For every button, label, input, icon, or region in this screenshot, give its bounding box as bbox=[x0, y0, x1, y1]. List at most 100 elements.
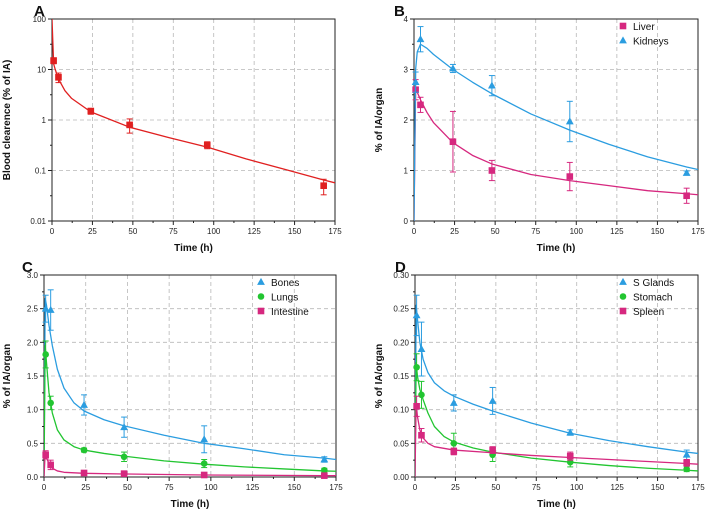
legend-label: Liver bbox=[633, 22, 655, 33]
gridlines bbox=[52, 19, 335, 221]
legend: Bones Lungs Intestine bbox=[257, 277, 309, 318]
x-axis-title: Time (h) bbox=[174, 243, 213, 254]
legend-label: Stomach bbox=[633, 293, 672, 304]
data-point bbox=[450, 448, 458, 455]
data-point bbox=[566, 428, 575, 436]
data-point bbox=[566, 452, 574, 460]
data-point bbox=[418, 391, 425, 399]
legend-marker bbox=[257, 277, 265, 285]
x-tick-label: 175 bbox=[328, 227, 342, 236]
y-tick-label: 0.30 bbox=[393, 271, 409, 280]
x-tick-label: 100 bbox=[570, 483, 584, 492]
y-tick-label: 1 bbox=[42, 116, 47, 125]
x-tick-label: 125 bbox=[610, 483, 624, 492]
x-tick-label: 0 bbox=[412, 227, 417, 236]
y-tick-label: 2.5 bbox=[27, 305, 39, 314]
legend-marker bbox=[619, 307, 627, 315]
data-point bbox=[683, 465, 690, 473]
y-tick-label: 0 bbox=[404, 217, 409, 226]
data-point bbox=[488, 396, 497, 404]
fit-line bbox=[415, 361, 698, 477]
data-point bbox=[413, 363, 420, 371]
legend-marker bbox=[619, 277, 627, 285]
x-tick-label: 50 bbox=[128, 227, 137, 236]
data-point bbox=[200, 471, 208, 479]
legend: Liver Kidneys bbox=[619, 22, 669, 48]
y-tick-label: 1 bbox=[404, 167, 409, 176]
legend-marker bbox=[619, 36, 627, 44]
series-bones bbox=[41, 289, 336, 477]
y-tick-label: 1.0 bbox=[27, 406, 39, 415]
legend-label: Bones bbox=[271, 278, 299, 289]
data-point bbox=[126, 121, 133, 129]
y-tick-label: 0.0 bbox=[27, 473, 39, 482]
data-point bbox=[120, 453, 128, 461]
data-point bbox=[413, 403, 420, 410]
fit-line bbox=[44, 345, 336, 477]
data-point bbox=[200, 435, 209, 443]
series-blood bbox=[50, 19, 335, 196]
data-point bbox=[47, 399, 54, 407]
panel-c: 0 25 50 75 100 125 150 175 0.0 0.5 1.0 1.5 2.0 2.5 3.0… bbox=[2, 259, 343, 510]
data-point bbox=[682, 450, 691, 458]
data-point bbox=[411, 78, 420, 86]
y-tick-label: 3.0 bbox=[27, 271, 39, 280]
x-tick-label: 125 bbox=[246, 483, 260, 492]
fit-line bbox=[415, 304, 698, 477]
x-tick-label: 100 bbox=[207, 227, 221, 236]
y-tick-label: 0.00 bbox=[393, 473, 409, 482]
data-point bbox=[416, 35, 425, 43]
y-tick-label: 0.25 bbox=[393, 305, 409, 314]
panel-letter: A bbox=[34, 3, 45, 20]
data-point bbox=[320, 455, 329, 463]
x-tick-label: 75 bbox=[532, 483, 541, 492]
legend-label: Lungs bbox=[271, 293, 298, 304]
x-tick-label: 25 bbox=[450, 227, 459, 236]
x-tick-label: 50 bbox=[123, 483, 132, 492]
series-liver bbox=[412, 79, 698, 221]
legend-marker bbox=[257, 307, 265, 315]
data-point bbox=[80, 469, 88, 477]
gridlines bbox=[44, 275, 336, 477]
fit-line bbox=[52, 19, 335, 184]
data-point bbox=[487, 81, 496, 89]
y-tick-label: 0.01 bbox=[30, 217, 46, 226]
legend-label: Spleen bbox=[633, 307, 664, 318]
x-tick-label: 0 bbox=[50, 227, 55, 236]
legend-marker bbox=[257, 293, 265, 300]
panel-letter: C bbox=[22, 259, 33, 276]
y-tick-label: 1.5 bbox=[27, 372, 39, 381]
data-point bbox=[449, 64, 457, 72]
y-tick-label: 4 bbox=[404, 15, 409, 24]
gridlines bbox=[415, 275, 698, 477]
legend-label: Intestine bbox=[271, 307, 309, 318]
legend: S Glands Stomach Spleen bbox=[619, 277, 674, 318]
data-point bbox=[42, 451, 49, 459]
x-tick-label: 25 bbox=[451, 483, 460, 492]
y-axis-title: % of IA/organ bbox=[2, 344, 13, 408]
y-tick-label: 0.1 bbox=[35, 167, 47, 176]
data-point bbox=[120, 423, 128, 431]
x-tick-label: 0 bbox=[413, 483, 418, 492]
data-point bbox=[450, 440, 458, 447]
y-axis-title: % of IA/organ bbox=[374, 88, 385, 152]
x-tick-label: 75 bbox=[531, 227, 540, 236]
data-point bbox=[47, 461, 54, 469]
series-lungs bbox=[42, 340, 336, 477]
series-spleen bbox=[413, 395, 698, 477]
series-stomach bbox=[413, 353, 698, 477]
panel-b: 0 25 50 75 100 125 150 175 0 1 2 3 4 Time (h) % of IA/… bbox=[374, 3, 705, 254]
data-point bbox=[87, 107, 95, 115]
x-tick-label: 75 bbox=[165, 483, 174, 492]
data-point bbox=[488, 167, 496, 174]
x-axis-title: Time (h) bbox=[537, 243, 576, 254]
x-tick-label: 50 bbox=[491, 483, 500, 492]
data-point bbox=[46, 305, 55, 313]
series-intestine bbox=[42, 450, 336, 479]
legend-label: S Glands bbox=[633, 278, 674, 289]
y-axis-title: % of IA/organ bbox=[374, 344, 385, 408]
y-tick-label: 3 bbox=[404, 66, 409, 75]
panel-a: 0 25 50 75 100 125 150 175 0.01 0.1 1 10 100 Time (h)… bbox=[2, 3, 342, 254]
